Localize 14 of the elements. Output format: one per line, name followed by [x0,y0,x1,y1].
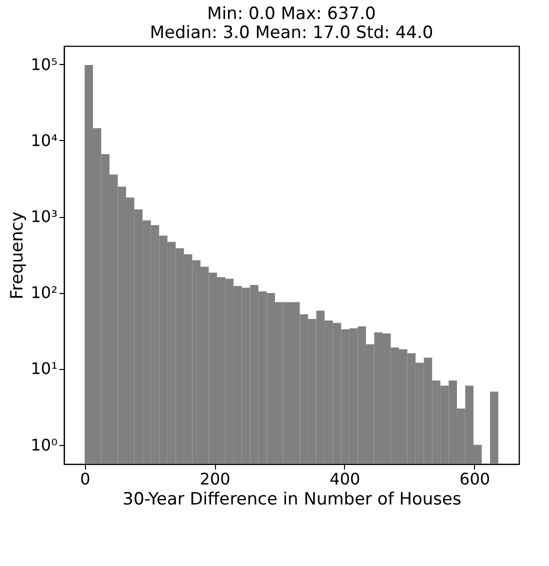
x-tick-label: 0 [80,470,90,488]
x-tick-label: 600 [460,470,490,488]
x-axis-title: 30-Year Difference in Number of Houses [122,490,462,510]
x-tick-label: 400 [330,470,360,488]
text: Min: 0.0 Max: 637.0 [207,4,376,24]
x-tick-label: 200 [200,470,230,488]
y-axis-title: Frequency [8,212,28,300]
y-tick-label: 10² [30,283,58,302]
y-tick-label: 10³ [30,207,58,226]
y-tick-label: 10⁴ [30,130,58,150]
y-tick-label: 10¹ [30,359,58,378]
y-tick-label: 10⁰ [30,435,58,454]
y-tick-label: 10⁵ [30,54,58,74]
text: Median: 3.0 Mean: 17.0 Std: 44.0 [150,23,434,43]
